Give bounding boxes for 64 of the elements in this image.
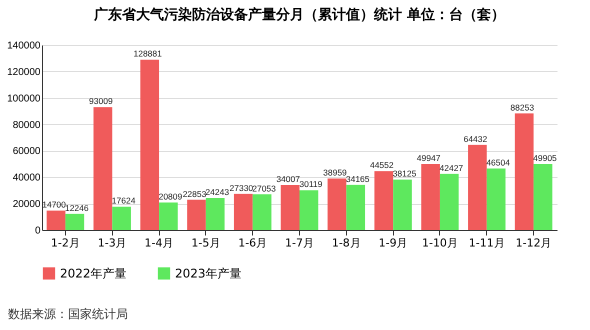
data-label: 27330 — [230, 182, 254, 193]
bar — [328, 178, 346, 230]
bar — [234, 194, 253, 230]
bar — [65, 214, 84, 230]
data-label: 20809 — [158, 192, 182, 202]
y-tick-label: 80000 — [12, 120, 41, 131]
data-label: 24243 — [205, 186, 230, 197]
data-label: 64432 — [464, 134, 488, 144]
bar — [46, 210, 66, 230]
data-label: 34007 — [276, 174, 300, 184]
x-tick-label: 1-4月 — [144, 236, 174, 250]
bar — [206, 198, 225, 230]
x-tick-label: 1-12月 — [516, 236, 552, 250]
data-label: 128881 — [133, 48, 162, 59]
x-tick-label: 1-3月 — [98, 236, 127, 250]
bar — [187, 200, 206, 230]
bar — [440, 174, 459, 230]
chart-title: 广东省大气污染防治设备产量分月（累计值）统计 单位：台（套） — [93, 6, 505, 23]
bar — [486, 168, 506, 230]
x-tick-label: 1-9月 — [378, 236, 408, 250]
x-tick-label: 1-6月 — [238, 236, 268, 250]
y-tick-label: 140000 — [7, 40, 41, 52]
legend-label: 2023年产量 — [175, 266, 242, 280]
x-tick-label: 1-5月 — [191, 236, 220, 250]
x-tick-label: 1-2月 — [50, 236, 80, 250]
bar — [393, 180, 412, 230]
data-label: 30119 — [299, 179, 323, 190]
y-tick-label: 40000 — [12, 172, 41, 184]
data-label: 38959 — [323, 168, 348, 178]
bar — [112, 206, 131, 230]
source-note: 数据来源：国家统计局 — [8, 306, 128, 323]
data-label: 88253 — [510, 102, 534, 112]
data-label: 17624 — [112, 196, 136, 206]
x-tick-label: 1-7月 — [285, 236, 314, 250]
bar — [514, 113, 534, 230]
x-tick-label: 1-8月 — [332, 236, 361, 250]
data-label: 27053 — [252, 183, 276, 194]
bar — [468, 144, 487, 230]
bar — [159, 202, 178, 230]
legend-label: 2022年产量 — [60, 266, 127, 280]
x-tick-label: 1-10月 — [422, 236, 458, 250]
data-label: 38125 — [392, 168, 417, 179]
data-label: 34165 — [346, 174, 370, 184]
data-label: 46504 — [486, 158, 510, 168]
y-tick-label: 0 — [34, 226, 41, 236]
y-tick-label: 120000 — [7, 66, 41, 78]
bar — [140, 60, 160, 230]
bar — [94, 107, 112, 230]
bar — [534, 164, 552, 230]
data-label: 22853 — [182, 188, 207, 199]
bar — [421, 164, 440, 230]
data-label: 12246 — [64, 202, 89, 213]
y-tick-label: 60000 — [12, 146, 41, 158]
data-label: 49947 — [416, 153, 441, 163]
bar — [300, 190, 318, 230]
bar — [346, 184, 366, 230]
data-label: 44552 — [370, 160, 394, 170]
x-tick-label: 1-11月 — [468, 236, 505, 250]
y-tick-label: 20000 — [12, 199, 41, 210]
bar — [280, 185, 300, 230]
data-label: 93009 — [89, 96, 113, 106]
y-tick-label: 100000 — [7, 93, 41, 104]
bar — [374, 171, 394, 230]
bar — [252, 194, 272, 230]
